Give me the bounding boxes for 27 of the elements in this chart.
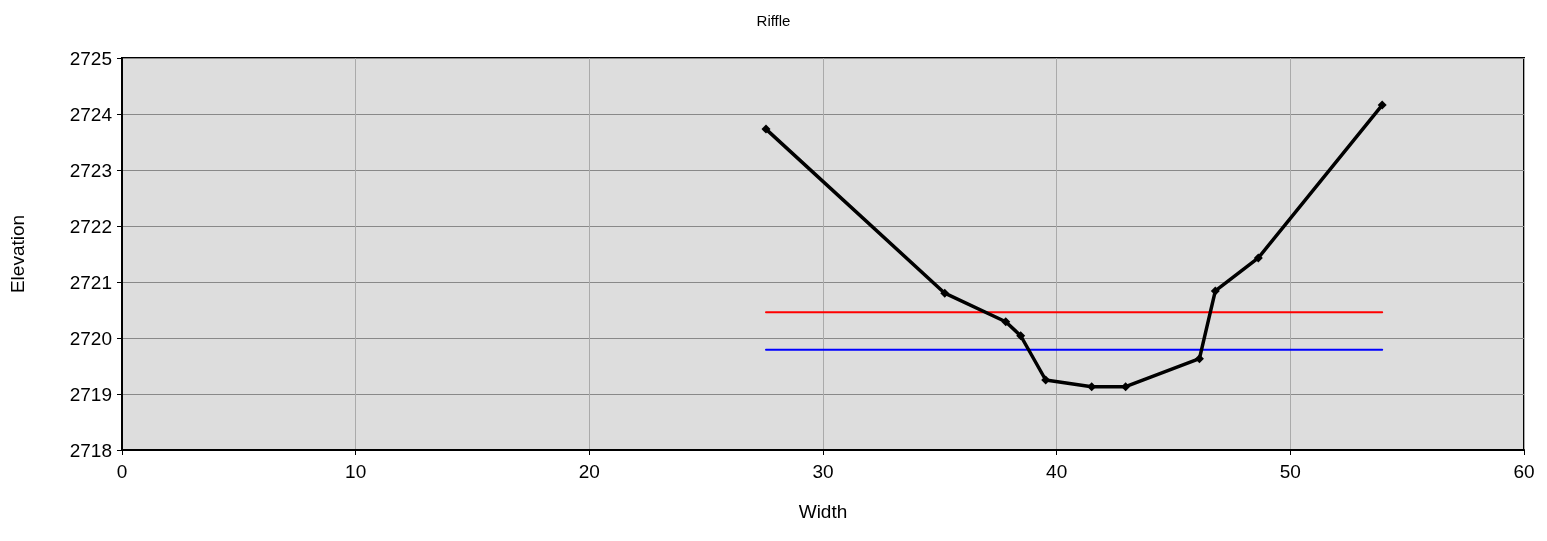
point xyxy=(1121,382,1131,392)
point xyxy=(940,288,950,298)
x-tick-label: 0 xyxy=(116,461,128,482)
y-tick-label: 2723 xyxy=(69,159,112,181)
chart-title: Riffle xyxy=(756,12,791,29)
x-tick-label: 10 xyxy=(345,461,367,482)
y-axis-title: Elevation xyxy=(7,214,28,294)
y-tick-label: 2718 xyxy=(69,439,112,461)
point xyxy=(1194,354,1204,364)
point xyxy=(1016,331,1026,341)
point xyxy=(1377,100,1387,110)
y-tick-label: 2720 xyxy=(69,327,112,349)
y-tick-label: 2724 xyxy=(69,103,113,125)
y-tick-label: 2719 xyxy=(69,383,112,405)
x-tick-label: 40 xyxy=(1046,461,1068,482)
x-axis-title: Width xyxy=(798,501,848,522)
x-tick-label: 20 xyxy=(578,461,600,482)
point xyxy=(1253,253,1263,263)
point xyxy=(1210,286,1220,296)
point xyxy=(1001,317,1011,327)
x-tick-label: 30 xyxy=(812,461,834,482)
x-tick-label: 50 xyxy=(1279,461,1301,482)
y-tick-label: 2722 xyxy=(69,215,112,237)
y-tick-label: 2725 xyxy=(69,47,112,69)
y-tick-label: 2721 xyxy=(69,271,112,293)
x-tick-label: 60 xyxy=(1513,461,1535,482)
point xyxy=(761,124,771,134)
